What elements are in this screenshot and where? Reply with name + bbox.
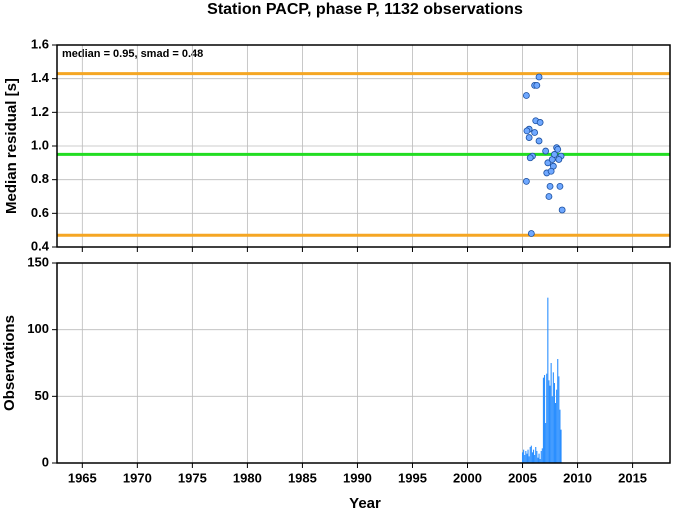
bar [525, 451, 527, 463]
point [544, 159, 552, 167]
point [556, 182, 564, 190]
y-tick-label: 0 [42, 454, 49, 469]
x-axis-title: Year [349, 495, 381, 511]
point [525, 134, 533, 141]
bar [541, 448, 543, 463]
chart-title: Station PACP, phase P, 1132 observations [207, 1, 523, 18]
point [546, 182, 554, 190]
bar [560, 429, 562, 463]
bar [548, 380, 550, 463]
x-tick-label: 1980 [233, 470, 262, 485]
x-tick-label: 1975 [178, 470, 207, 485]
point [523, 127, 531, 135]
bar [543, 375, 546, 463]
bar [552, 372, 554, 463]
y-axis-title: Observations [1, 315, 18, 411]
x-tick-label: 1965 [68, 470, 97, 485]
bar [540, 451, 542, 463]
point [533, 82, 541, 89]
x-tick-label: 2010 [563, 470, 592, 485]
bar [549, 385, 551, 463]
bar [524, 455, 526, 463]
point [522, 92, 530, 99]
y-tick-label: 1.6 [31, 36, 49, 51]
x-tick-label: 2000 [453, 470, 482, 485]
y-tick-label: 0.4 [31, 238, 50, 253]
point [542, 147, 550, 155]
bar [558, 376, 560, 463]
point [554, 145, 562, 153]
bar [523, 449, 525, 463]
bar [536, 451, 538, 463]
plot-frame [56, 262, 671, 464]
point [522, 177, 530, 185]
bar [546, 373, 548, 463]
y-tick-label: 0.8 [31, 171, 49, 186]
bar [530, 445, 532, 463]
y-tick-label: 1.2 [31, 104, 49, 119]
bar [539, 459, 541, 463]
x-tick-label: 1990 [343, 470, 372, 485]
bar [559, 409, 561, 463]
bar [554, 403, 557, 463]
bar [531, 452, 533, 463]
point [526, 154, 534, 162]
x-tick-label: 1970 [123, 470, 152, 485]
point [536, 119, 544, 126]
y-axis-title: Median residual [s] [3, 78, 20, 214]
plot-frame [56, 44, 671, 248]
point [555, 156, 563, 163]
point [547, 167, 555, 175]
bar [526, 453, 528, 463]
y-tick-label: 1.4 [31, 70, 50, 85]
bar [534, 455, 536, 463]
x-tick-label: 1995 [398, 470, 427, 485]
y-tick-label: 1.0 [31, 137, 49, 152]
bar [532, 449, 535, 463]
x-tick-label: 2005 [508, 470, 537, 485]
point [558, 206, 566, 214]
point [551, 151, 558, 158]
bar [538, 453, 540, 463]
bar [550, 363, 552, 463]
bar [557, 359, 559, 463]
bar [528, 456, 530, 463]
bar [545, 423, 547, 463]
bar [547, 297, 549, 463]
point [531, 129, 539, 136]
bar [527, 449, 529, 463]
bar [521, 452, 524, 463]
y-tick-label: 0.6 [31, 205, 49, 220]
bar [542, 377, 544, 463]
point [535, 73, 543, 81]
bar [556, 389, 558, 463]
x-tick-label: 2015 [618, 470, 647, 485]
bar [529, 447, 531, 463]
point [535, 137, 543, 145]
bar [537, 457, 539, 463]
x-tick-label: 1985 [288, 470, 317, 485]
bar [535, 447, 537, 463]
bar [551, 396, 553, 463]
point [545, 193, 553, 200]
annotation: median = 0.95, smad = 0.48 [62, 48, 203, 60]
y-tick-label: 150 [27, 254, 49, 269]
y-tick-label: 50 [35, 388, 49, 403]
bar [553, 383, 555, 463]
y-tick-label: 100 [27, 321, 49, 336]
point [527, 230, 535, 237]
